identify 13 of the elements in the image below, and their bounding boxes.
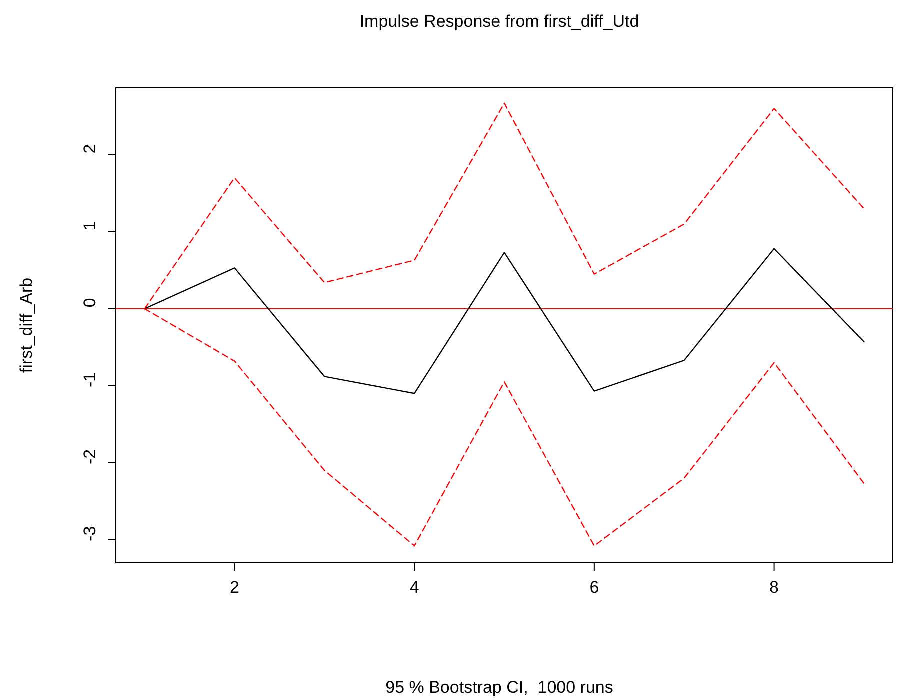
y-tick-label: -2: [80, 449, 100, 464]
chart-title: Impulse Response from first_diff_Utd: [360, 12, 640, 31]
y-tick-label: 2: [80, 144, 100, 154]
x-axis-title: 95 % Bootstrap CI, 1000 runs: [386, 678, 614, 697]
x-tick-label: 4: [410, 578, 420, 598]
y-tick-label: 0: [80, 298, 100, 308]
y-axis-title: first_diff_Arb: [17, 278, 36, 374]
x-tick-label: 6: [590, 578, 600, 598]
x-tick-label: 8: [770, 578, 780, 598]
x-tick-label: 2: [230, 578, 240, 598]
y-tick-label: -1: [80, 372, 100, 388]
y-tick-label: 1: [80, 221, 100, 231]
y-tick-label: -3: [80, 526, 100, 542]
